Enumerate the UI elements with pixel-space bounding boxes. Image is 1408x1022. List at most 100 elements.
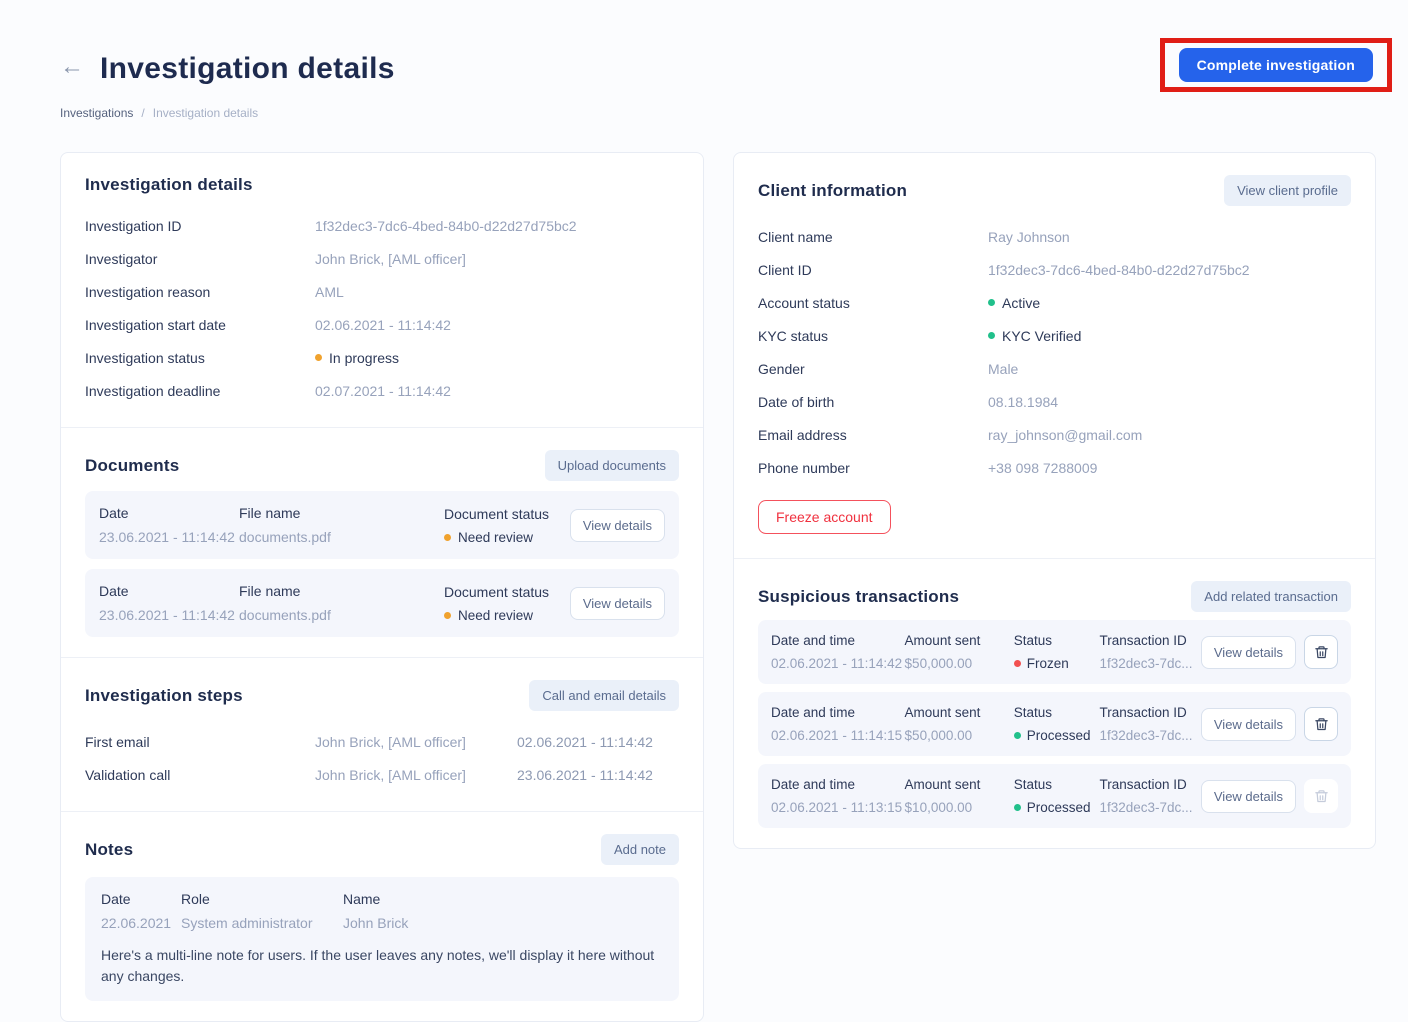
call-email-details-button[interactable]: Call and email details	[529, 680, 679, 711]
note-date: 22.06.2021	[101, 915, 172, 931]
document-col-status: Document status	[444, 505, 550, 522]
kv-label: Investigation status	[85, 349, 205, 366]
view-details-button[interactable]: View details	[1200, 635, 1297, 669]
delete-transaction-button[interactable]	[1304, 635, 1339, 669]
status-dot-orange	[315, 354, 322, 361]
add-related-transaction-button[interactable]: Add related transaction	[1191, 581, 1351, 612]
notes-section: Notes Add note Date 22.06.2021 Role Syst…	[61, 811, 703, 1021]
breadcrumb: Investigations / Investigation details	[60, 106, 1392, 120]
document-file: documents.pdf	[239, 529, 331, 545]
transaction-amount: $50,000.00	[904, 728, 973, 743]
kv-value: AML	[315, 283, 344, 300]
kv-row-email-address: Email address ray_johnson@gmail.com	[758, 418, 1351, 451]
note-col-date: Date	[101, 891, 131, 907]
kv-row-phone-number: Phone number +38 098 7288009	[758, 451, 1351, 484]
kv-label: Investigation reason	[85, 283, 211, 300]
trash-icon	[1314, 789, 1329, 804]
kv-value: 1f32dec3-7dc6-4bed-84b0-d22d27d75bc2	[988, 261, 1250, 278]
kv-label: Email address	[758, 426, 847, 443]
view-client-profile-button[interactable]: View client profile	[1224, 175, 1351, 206]
kv-value: 02.07.2021 - 11:14:42	[315, 382, 451, 399]
status-dot-green	[1013, 732, 1021, 739]
transaction-row: Date and time 02.06.2021 - 11:14:15 Amou…	[758, 692, 1351, 756]
document-row: Date 23.06.2021 - 11:14:42 File name doc…	[85, 569, 679, 637]
status-dot-red	[1013, 660, 1021, 667]
note-name: John Brick	[343, 915, 409, 931]
client-card: Client information View client profile C…	[733, 152, 1376, 849]
kv-label: Investigation start date	[85, 316, 226, 333]
transaction-col-amount: Amount sent	[904, 633, 981, 648]
transaction-col-datetime: Date and time	[771, 633, 856, 648]
status-dot-green	[988, 332, 995, 339]
transaction-txid: 1f32dec3-7dc...	[1099, 656, 1193, 671]
page-header: ← Investigation details Investigations /…	[0, 0, 1408, 120]
note-text: Here's a multi-line note for users. If t…	[101, 947, 655, 984]
kv-label: Investigator	[85, 250, 158, 267]
back-arrow-icon[interactable]: ←	[60, 53, 84, 80]
status-dot-orange	[444, 533, 451, 541]
document-file: documents.pdf	[239, 607, 331, 623]
kv-label: KYC status	[758, 327, 829, 344]
freeze-account-button[interactable]: Freeze account	[758, 500, 891, 534]
transaction-row: Date and time 02.06.2021 - 11:13:15 Amou…	[758, 764, 1351, 828]
kv-label: Account status	[758, 294, 850, 311]
transaction-col-datetime: Date and time	[771, 705, 856, 720]
kv-label: Investigation ID	[85, 217, 182, 234]
transaction-col-datetime: Date and time	[771, 777, 856, 792]
kv-row-client-id: Client ID 1f32dec3-7dc6-4bed-84b0-d22d27…	[758, 253, 1351, 286]
investigation-steps-section: Investigation steps Call and email detai…	[61, 657, 703, 811]
investigation-details-section: Investigation details Investigation ID 1…	[61, 153, 703, 427]
breadcrumb-separator: /	[141, 106, 145, 120]
kv-label: Client name	[758, 228, 833, 245]
note-item: Date 22.06.2021 Role System administrato…	[85, 877, 679, 1001]
step-label: Validation call	[85, 766, 171, 783]
transaction-col-status: Status	[1013, 633, 1052, 648]
documents-section: Documents Upload documents Date 23.06.20…	[61, 427, 703, 657]
section-title-suspicious-transactions: Suspicious transactions	[758, 586, 960, 606]
document-date: 23.06.2021 - 11:14:42	[99, 529, 235, 545]
kv-row-date-of-birth: Date of birth 08.18.1984	[758, 385, 1351, 418]
kv-value: Male	[988, 360, 1019, 377]
kv-row-investigator: Investigator John Brick, [AML officer]	[85, 242, 679, 275]
kv-row-kyc-status: KYC status KYC Verified	[758, 319, 1351, 352]
delete-transaction-button-disabled	[1304, 779, 1339, 813]
kv-row-client-name: Client name Ray Johnson	[758, 220, 1351, 253]
kv-value: 02.06.2021 - 11:14:42	[315, 316, 451, 333]
add-note-button[interactable]: Add note	[600, 834, 679, 865]
client-information-section: Client information View client profile C…	[734, 153, 1375, 558]
step-person: John Brick, [AML officer]	[315, 733, 466, 750]
step-label: First email	[85, 733, 150, 750]
section-title-investigation-details: Investigation details	[85, 175, 253, 194]
step-row-first-email: First email John Brick, [AML officer] 02…	[85, 725, 679, 758]
view-details-button[interactable]: View details	[569, 586, 665, 620]
status-dot-orange	[444, 611, 451, 619]
kv-row-investigation-reason: Investigation reason AML	[85, 275, 679, 308]
complete-investigation-button[interactable]: Complete investigation	[1178, 48, 1373, 82]
view-details-button[interactable]: View details	[1200, 707, 1297, 741]
breadcrumb-investigations[interactable]: Investigations	[60, 106, 134, 120]
upload-documents-button[interactable]: Upload documents	[544, 450, 679, 481]
transaction-col-txid: Transaction ID	[1099, 777, 1187, 792]
kv-row-investigation-status: Investigation status In progress	[85, 341, 679, 374]
trash-icon	[1314, 717, 1329, 732]
note-col-name: Name	[343, 891, 381, 907]
section-title-investigation-steps: Investigation steps	[85, 685, 243, 705]
kv-row-investigation-id: Investigation ID 1f32dec3-7dc6-4bed-84b0…	[85, 209, 679, 242]
note-col-role: Role	[181, 891, 210, 907]
transaction-row: Date and time 02.06.2021 - 11:14:42 Amou…	[758, 620, 1351, 684]
view-details-button[interactable]: View details	[1200, 779, 1297, 813]
document-status: Need review	[458, 529, 534, 545]
section-title-client-information: Client information	[758, 180, 908, 200]
document-status: Need review	[458, 607, 534, 623]
document-col-file: File name	[239, 583, 301, 599]
section-title-documents: Documents	[85, 455, 180, 475]
delete-transaction-button[interactable]	[1304, 707, 1339, 741]
view-details-button[interactable]: View details	[569, 508, 665, 542]
status-text: In progress	[329, 349, 400, 366]
transaction-col-amount: Amount sent	[904, 777, 981, 792]
status-text: KYC Verified	[1002, 327, 1082, 344]
step-row-validation-call: Validation call John Brick, [AML officer…	[85, 758, 679, 791]
transaction-status: Processed	[1026, 728, 1091, 743]
transaction-datetime: 02.06.2021 - 11:13:15	[771, 800, 903, 815]
note-role: System administrator	[181, 915, 313, 931]
